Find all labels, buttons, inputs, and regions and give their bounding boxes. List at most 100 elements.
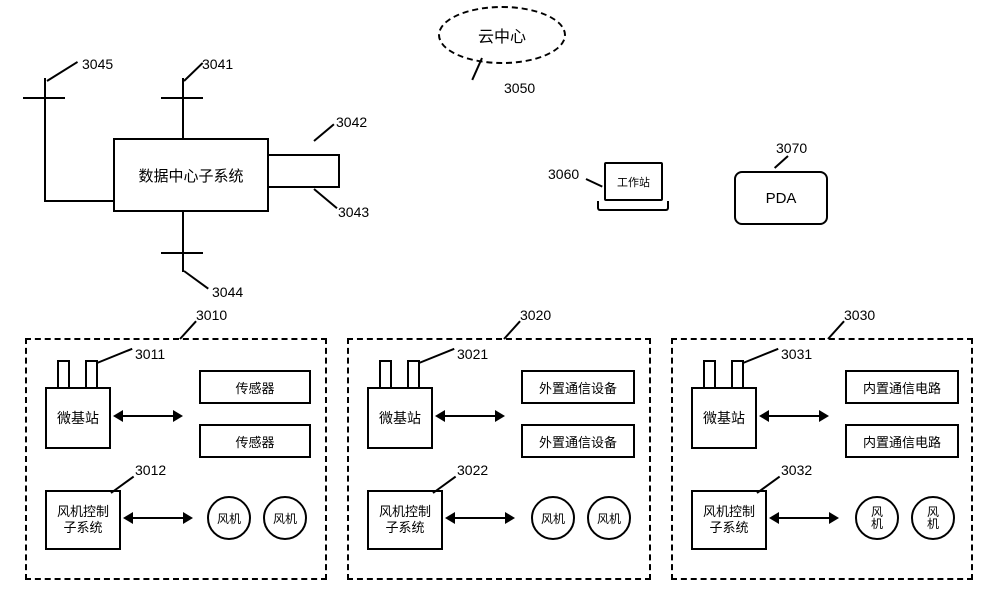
pda-label: PDA — [766, 190, 797, 207]
fan: 风 机 — [911, 496, 955, 540]
antenna-3044-crossbar — [161, 252, 203, 254]
antenna-3041-crossbar — [161, 97, 203, 99]
ctrl-label: 风机控制 子系统 — [379, 504, 431, 535]
ctrl-label: 风机控制 子系统 — [703, 504, 755, 535]
fan-label: 风机 — [597, 510, 621, 527]
arrow-shaft — [133, 517, 183, 519]
arrow-mbs-sensors — [113, 410, 183, 422]
code-3042: 3042 — [336, 114, 367, 130]
code-3045: 3045 — [82, 56, 113, 72]
channel-top — [265, 154, 340, 156]
arrow-shaft — [769, 415, 819, 417]
callout-line — [179, 320, 197, 339]
mbs-code-0: 3011 — [135, 346, 165, 362]
laptop-screen: 工作站 — [604, 162, 663, 201]
callout-line — [419, 348, 455, 364]
sensor-bottom-label: 内置通信电路 — [863, 432, 941, 451]
panel-code-1: 3020 — [520, 307, 551, 323]
fan-controller: 风机控制 子系统 — [367, 490, 443, 550]
mbs-code-1: 3021 — [457, 346, 488, 362]
antenna-3045-crossbar — [23, 97, 65, 99]
fan-controller: 风机控制 子系统 — [45, 490, 121, 550]
sensor-top-label: 传感器 — [235, 378, 274, 397]
data-center-subsystem: 数据中心子系统 — [113, 138, 269, 212]
mbs-label: 微基站 — [57, 408, 99, 428]
workstation-icon: 工作站 — [604, 162, 669, 211]
callout-line — [97, 348, 133, 364]
sensor-top: 外置通信设备 — [521, 370, 635, 404]
callout-line — [756, 476, 780, 494]
callout-line — [586, 178, 603, 187]
mbs-code-2: 3031 — [781, 346, 812, 362]
sensor-bottom-label: 传感器 — [235, 432, 274, 451]
data-center-label: 数据中心子系统 — [138, 165, 243, 186]
arrow-head-icon — [123, 512, 133, 524]
code-3050: 3050 — [504, 80, 535, 96]
callout-line — [313, 124, 334, 142]
sensor-bottom: 传感器 — [199, 424, 311, 458]
code-3044: 3044 — [212, 284, 243, 300]
callout-line — [183, 62, 203, 81]
sensor-top: 传感器 — [199, 370, 311, 404]
panel-code-2: 3030 — [844, 307, 875, 323]
fan-label: 风机 — [541, 510, 565, 527]
panel-0: 微基站 3011 传感器 传感器 风机控制 子系统 3012 风机 风机 — [25, 338, 327, 580]
callout-line — [183, 270, 208, 289]
panel-code-0: 3010 — [196, 307, 227, 323]
callout-line — [432, 476, 456, 494]
mbs-label: 微基站 — [379, 408, 421, 428]
code-3041: 3041 — [202, 56, 233, 72]
callout-line — [313, 188, 337, 209]
sensor-bottom: 外置通信设备 — [521, 424, 635, 458]
arrow-mbs-sensors — [435, 410, 505, 422]
ctrl-code-2: 3032 — [781, 462, 812, 478]
fan: 风 机 — [855, 496, 899, 540]
panel-1: 微基站 3021 外置通信设备 外置通信设备 风机控制 子系统 3022 风机 … — [347, 338, 651, 580]
ctrl-code-1: 3022 — [457, 462, 488, 478]
arrow-head-icon — [769, 512, 779, 524]
arrow-head-icon — [495, 410, 505, 422]
arrow-head-icon — [819, 410, 829, 422]
fan: 风机 — [207, 496, 251, 540]
micro-base-station: 微基站 — [45, 387, 111, 449]
mbs-label: 微基站 — [703, 408, 745, 428]
fan-label: 风 机 — [927, 506, 939, 530]
code-3060: 3060 — [548, 166, 579, 182]
fan-label: 风机 — [217, 510, 241, 527]
arrow-ctrl-fans — [123, 512, 193, 524]
arrow-head-icon — [183, 512, 193, 524]
arrow-head-icon — [759, 410, 769, 422]
arrow-mbs-sensors — [759, 410, 829, 422]
fan-controller: 风机控制 子系统 — [691, 490, 767, 550]
antenna-3041-stem — [182, 78, 184, 138]
arrow-ctrl-fans — [445, 512, 515, 524]
callout-line — [827, 320, 845, 339]
fan: 风机 — [531, 496, 575, 540]
sensor-top: 内置通信电路 — [845, 370, 959, 404]
sensor-top-label: 外置通信设备 — [539, 378, 617, 397]
code-3043: 3043 — [338, 204, 369, 220]
code-3070: 3070 — [776, 140, 807, 156]
channel-cap — [338, 154, 340, 188]
antenna-3044-stem — [182, 208, 184, 272]
callout-line — [503, 320, 521, 339]
dc-left-outer-connect — [44, 200, 114, 202]
arrow-head-icon — [173, 410, 183, 422]
arrow-ctrl-fans — [769, 512, 839, 524]
arrow-shaft — [123, 415, 173, 417]
micro-base-station: 微基站 — [691, 387, 757, 449]
fan: 风机 — [263, 496, 307, 540]
fan-label: 风机 — [273, 510, 297, 527]
arrow-head-icon — [505, 512, 515, 524]
arrow-shaft — [779, 517, 829, 519]
fan-label: 风 机 — [871, 506, 883, 530]
ctrl-label: 风机控制 子系统 — [57, 504, 109, 535]
arrow-head-icon — [113, 410, 123, 422]
sensor-bottom-label: 外置通信设备 — [539, 432, 617, 451]
micro-base-station: 微基站 — [367, 387, 433, 449]
pda-box: PDA — [734, 171, 828, 225]
cloud-label: 云中心 — [478, 23, 526, 47]
workstation-label: 工作站 — [617, 174, 650, 190]
arrow-shaft — [445, 415, 495, 417]
arrow-shaft — [455, 517, 505, 519]
